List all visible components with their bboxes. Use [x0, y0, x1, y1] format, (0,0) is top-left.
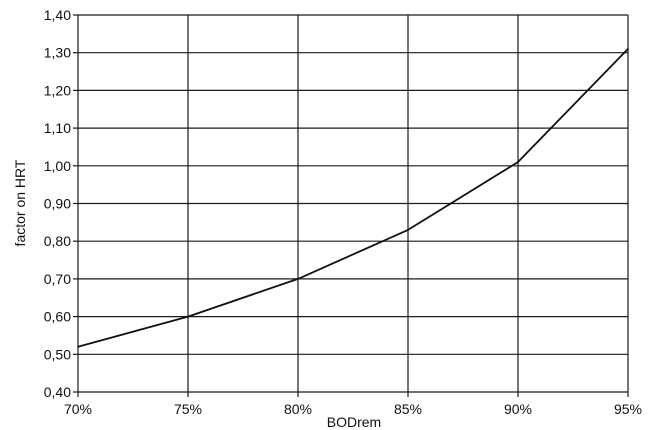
data-point [77, 345, 79, 348]
y-tick-label: 0,60 [44, 309, 71, 325]
y-tick-label: 1,30 [44, 45, 71, 61]
data-point [297, 278, 299, 280]
x-tick-label: 75% [174, 401, 202, 417]
y-tick-label: 0,40 [44, 384, 71, 400]
data-point [187, 315, 189, 318]
y-axis-label: factor on HRT [12, 159, 28, 246]
y-tick-label: 0,90 [44, 196, 71, 212]
y-tick-label: 0,50 [44, 346, 71, 362]
x-axis-label: BODrem [327, 414, 381, 430]
x-tick-label: 80% [284, 401, 312, 417]
x-tick-label: 70% [64, 401, 92, 417]
series-line [77, 48, 629, 348]
data-point [627, 48, 629, 50]
y-tick-label: 1,40 [44, 7, 71, 23]
y-tick-label: 1,10 [44, 120, 71, 136]
data-point [517, 161, 519, 163]
x-tick-labels: 70% 75% 80% 85% 90% 95% [64, 401, 642, 417]
x-tick-label: 90% [504, 401, 532, 417]
y-tick-label: 1,00 [44, 158, 71, 174]
x-tick-label: 95% [614, 401, 642, 417]
x-tick-label: 85% [394, 401, 422, 417]
data-point [407, 229, 409, 231]
series-layer [77, 48, 629, 348]
grid-lines [73, 14, 629, 397]
y-tick-label: 0,70 [44, 271, 71, 287]
y-tick-labels: 0,40 0,50 0,60 0,70 0,80 0,90 1,00 1,10 1,20 1,30… [44, 7, 71, 400]
y-tick-label: 1,20 [44, 82, 71, 98]
y-tick-label: 0,80 [44, 233, 71, 249]
